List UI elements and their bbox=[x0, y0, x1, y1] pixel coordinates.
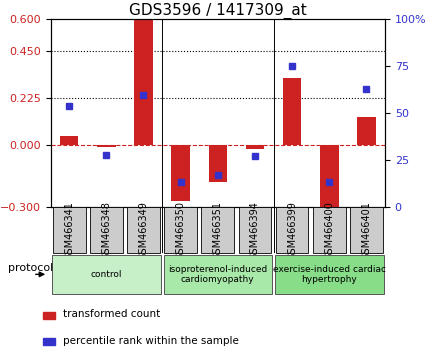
Bar bbox=[246, 144, 264, 149]
Bar bbox=[60, 136, 78, 144]
FancyBboxPatch shape bbox=[202, 207, 234, 253]
Text: percentile rank within the sample: percentile rank within the sample bbox=[63, 336, 239, 346]
Text: isoproterenol-induced
cardiomyopathy: isoproterenol-induced cardiomyopathy bbox=[168, 265, 268, 284]
Text: GSM466349: GSM466349 bbox=[139, 201, 148, 259]
FancyBboxPatch shape bbox=[275, 255, 384, 294]
FancyBboxPatch shape bbox=[52, 255, 161, 294]
Text: GSM466394: GSM466394 bbox=[250, 201, 260, 259]
Text: GSM466399: GSM466399 bbox=[287, 201, 297, 259]
FancyBboxPatch shape bbox=[313, 207, 345, 253]
Text: GSM466400: GSM466400 bbox=[324, 201, 334, 259]
FancyBboxPatch shape bbox=[238, 207, 271, 253]
Bar bbox=[209, 144, 227, 182]
FancyBboxPatch shape bbox=[53, 207, 85, 253]
Title: GDS3596 / 1417309_at: GDS3596 / 1417309_at bbox=[129, 3, 307, 19]
Bar bbox=[357, 118, 376, 144]
Bar bbox=[283, 78, 301, 144]
Text: GSM466350: GSM466350 bbox=[176, 201, 186, 259]
FancyBboxPatch shape bbox=[127, 207, 160, 253]
FancyBboxPatch shape bbox=[90, 207, 123, 253]
Text: exercise-induced cardiac
hypertrophy: exercise-induced cardiac hypertrophy bbox=[273, 265, 386, 284]
Text: GSM466401: GSM466401 bbox=[361, 201, 371, 259]
FancyBboxPatch shape bbox=[164, 255, 272, 294]
Text: protocol: protocol bbox=[7, 263, 53, 273]
FancyBboxPatch shape bbox=[276, 207, 308, 253]
Bar bbox=[43, 338, 55, 345]
Bar bbox=[320, 144, 338, 211]
Text: control: control bbox=[91, 270, 122, 279]
FancyBboxPatch shape bbox=[164, 207, 197, 253]
Text: GSM466348: GSM466348 bbox=[101, 201, 111, 259]
Text: GSM466341: GSM466341 bbox=[64, 201, 74, 259]
Text: transformed count: transformed count bbox=[63, 309, 160, 319]
Bar bbox=[97, 144, 116, 147]
FancyBboxPatch shape bbox=[350, 207, 383, 253]
Bar bbox=[43, 312, 55, 319]
Bar bbox=[171, 144, 190, 201]
Text: GSM466351: GSM466351 bbox=[213, 201, 223, 259]
Bar bbox=[134, 19, 153, 144]
